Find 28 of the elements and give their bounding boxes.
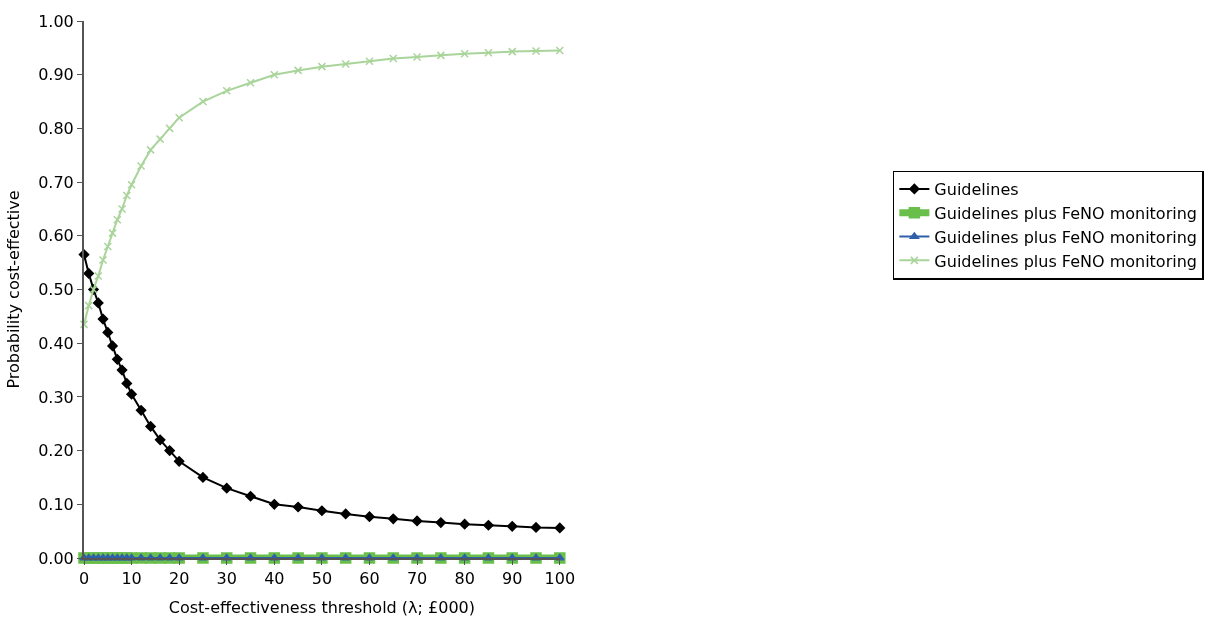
y-tick-label: 0.10	[38, 494, 74, 514]
y-tick-label: 1.00	[38, 11, 74, 31]
x-tick-label: 50	[311, 569, 333, 589]
y-tick-label: 0.50	[38, 280, 74, 300]
legend-label: Guidelines plus FeNO monitoring	[934, 227, 1197, 247]
x-tick-label: 20	[168, 569, 190, 589]
x-tick-label: 100	[544, 569, 576, 589]
x-tick-label: 40	[264, 569, 285, 589]
y-tick-label: 0.40	[38, 333, 74, 353]
x-tick-label: 80	[454, 569, 475, 589]
legend-label: Guidelines	[934, 180, 1019, 200]
y-tick-label: 0.00	[38, 548, 74, 568]
y-tick-label: 0.60	[38, 226, 74, 246]
x-axis-title: Cost-effectiveness threshold (λ; £000)	[168, 598, 476, 618]
y-tick-label: 0.70	[38, 172, 74, 192]
x-tick-label: 70	[406, 569, 428, 589]
y-tick-label: 0.90	[38, 65, 74, 85]
legend-label: Guidelines plus FeNO monitoring	[934, 251, 1197, 271]
x-tick-label: 0	[78, 569, 90, 589]
x-tick-label: 10	[121, 569, 142, 589]
y-tick-label: 0.20	[38, 441, 74, 461]
y-tick-label: 0.30	[38, 387, 74, 407]
y-axis-title: Probability cost-effective	[3, 190, 23, 389]
x-tick-label: 60	[359, 569, 380, 589]
y-tick-label: 0.80	[38, 119, 74, 138]
legend-label: Guidelines plus FeNO monitoring	[934, 204, 1197, 223]
x-tick-label: 90	[502, 569, 523, 589]
x-tick-label: 30	[216, 569, 237, 589]
